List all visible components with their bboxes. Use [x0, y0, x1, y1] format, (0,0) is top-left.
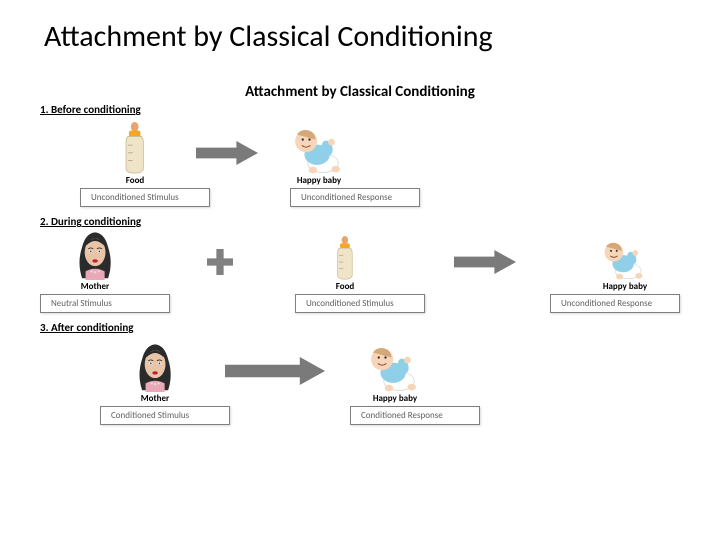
section-after: 3. After conditioning Mother — [40, 321, 680, 425]
mother-icon — [73, 232, 117, 280]
arrow-icon — [192, 141, 262, 165]
item-label: Food — [336, 281, 355, 292]
item-baby: Happy baby — [264, 120, 374, 186]
page-title: Attachment by Classical Conditioning — [44, 18, 680, 55]
diagram-title: Attachment by Classical Conditioning — [40, 83, 680, 101]
section-row: Mother Happy baby — [40, 338, 680, 404]
section-header: 3. After conditioning — [40, 321, 680, 334]
section-row: Mother Food Happy baby — [40, 232, 680, 292]
section-header: 2. During conditioning — [40, 215, 680, 228]
item-label: Happy baby — [603, 281, 647, 292]
box-row: Unconditioned Stimulus Unconditioned Res… — [40, 188, 680, 207]
item-mother: Mother — [100, 338, 210, 404]
item-label: Mother — [81, 281, 109, 292]
bottle-icon — [123, 120, 146, 174]
item-label: Food — [126, 175, 145, 186]
section-before: 1. Before conditioning Food Happy baby — [40, 103, 680, 207]
item-baby: Happy baby — [340, 338, 450, 404]
box-row: Neutral Stimulus Unconditioned Stimulus … — [40, 294, 680, 313]
stimulus-box: Unconditioned Response — [550, 294, 680, 313]
baby-icon — [596, 232, 653, 280]
item-food: Food — [80, 120, 190, 186]
arrow-icon — [220, 357, 330, 385]
plus-icon — [200, 249, 240, 275]
bottle-icon — [335, 232, 355, 280]
stimulus-box: Conditioned Response — [350, 406, 480, 425]
item-label: Mother — [141, 393, 169, 404]
section-during: 2. During conditioning Mother F — [40, 215, 680, 313]
item-food: Food — [290, 232, 400, 292]
baby-icon — [285, 120, 353, 174]
item-label: Happy baby — [297, 175, 341, 186]
stimulus-box: Unconditioned Stimulus — [80, 188, 210, 207]
section-row: Food Happy baby — [40, 120, 680, 186]
stimulus-box: Unconditioned Response — [290, 188, 420, 207]
stimulus-box: Conditioned Stimulus — [100, 406, 230, 425]
item-baby: Happy baby — [570, 232, 680, 292]
box-row: Conditioned Stimulus Conditioned Respons… — [40, 406, 680, 425]
stimulus-box: Unconditioned Stimulus — [295, 294, 425, 313]
arrow-icon — [450, 250, 520, 274]
baby-icon — [361, 338, 429, 392]
mother-icon — [133, 338, 177, 392]
item-mother: Mother — [40, 232, 150, 292]
item-label: Happy baby — [373, 393, 417, 404]
stimulus-box: Neutral Stimulus — [40, 294, 170, 313]
section-header: 1. Before conditioning — [40, 103, 680, 116]
